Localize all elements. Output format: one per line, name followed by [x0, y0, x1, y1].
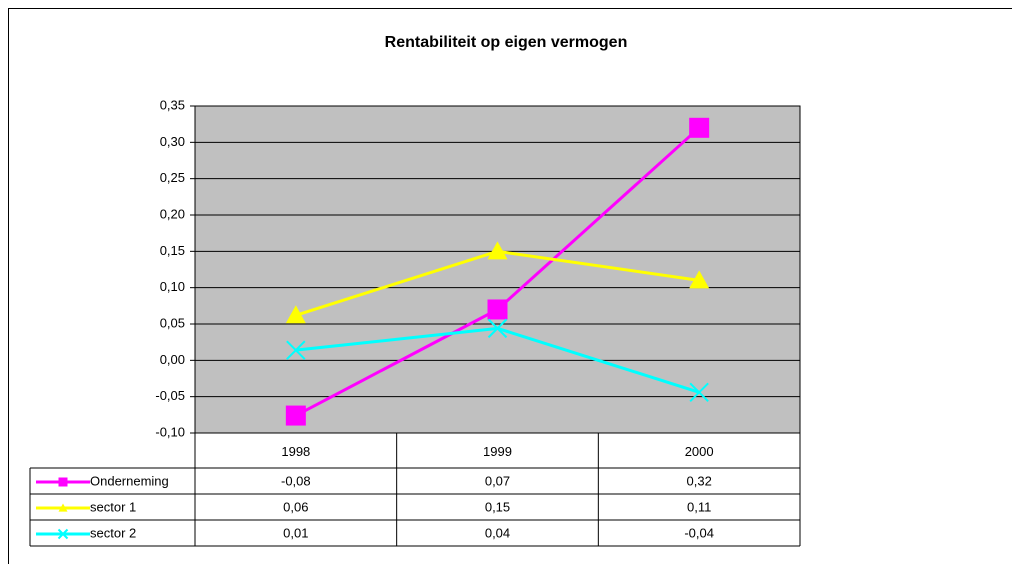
x-tick-label: 1998 — [281, 444, 310, 459]
marker — [487, 241, 508, 260]
table-cell: 0,07 — [485, 473, 510, 488]
y-tick-label: 0,20 — [160, 206, 185, 221]
table-cell: 0,11 — [687, 499, 711, 514]
table-cell: 0,04 — [485, 525, 510, 540]
y-tick-label: 0,10 — [160, 279, 185, 294]
table-cell: 0,06 — [283, 499, 308, 514]
legend-label: sector 2 — [90, 525, 136, 540]
marker — [286, 340, 306, 360]
plot-area — [194, 105, 801, 434]
y-tick-label: -0,10 — [155, 424, 185, 439]
marker — [689, 117, 710, 138]
y-tick-label: 0,00 — [160, 352, 185, 367]
table-cell: 0,32 — [687, 473, 712, 488]
table-cell: 0,01 — [283, 525, 308, 540]
y-tick-label: 0,25 — [160, 170, 185, 185]
y-tick-label: 0,05 — [160, 315, 185, 330]
table-cell: -0,04 — [684, 525, 714, 540]
legend-label: sector 1 — [90, 499, 136, 514]
marker — [487, 318, 508, 339]
marker — [285, 305, 306, 324]
table-cell: -0,08 — [281, 473, 311, 488]
marker — [689, 382, 709, 403]
legend-label: Onderneming — [90, 473, 169, 488]
y-tick-label: 0,15 — [160, 243, 185, 258]
y-tick-label: 0,30 — [160, 134, 185, 149]
marker — [285, 405, 306, 426]
marker — [58, 503, 68, 512]
x-tick-label: 1999 — [483, 444, 512, 459]
chart-title: Rentabiliteit op eigen vermogen — [385, 34, 628, 51]
x-tick-label: 2000 — [685, 444, 714, 459]
y-tick-label: 0,35 — [160, 97, 185, 112]
marker — [58, 477, 68, 487]
marker — [689, 270, 710, 289]
table-cell: 0,15 — [485, 499, 510, 514]
y-tick-label: -0,05 — [155, 388, 185, 403]
marker — [57, 528, 69, 540]
marker — [487, 299, 508, 320]
